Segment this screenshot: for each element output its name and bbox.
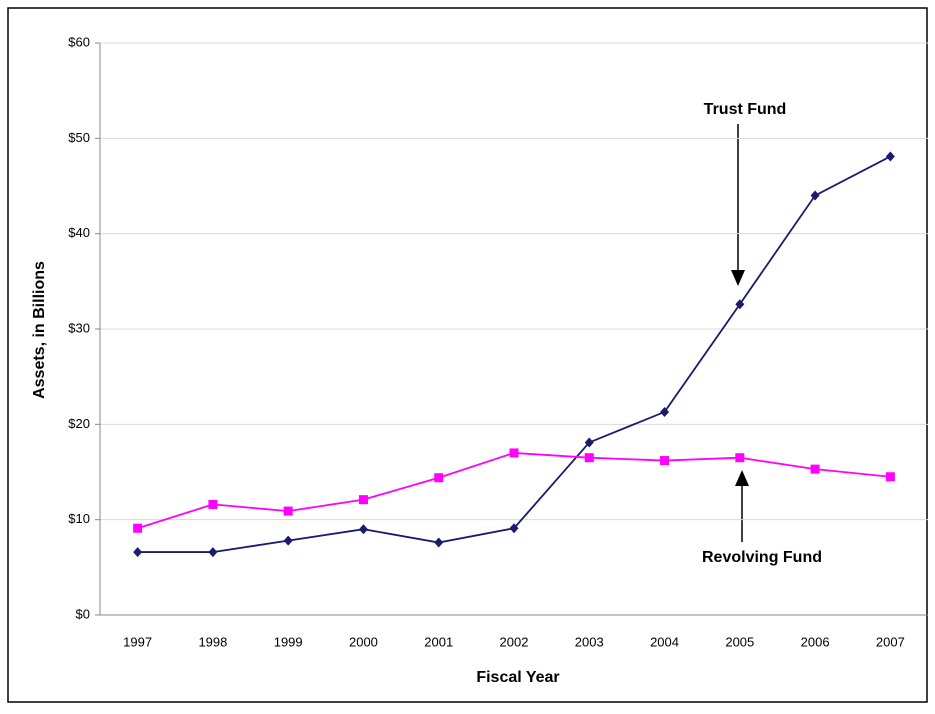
marker	[735, 453, 745, 463]
y-tick-label: $60	[68, 34, 90, 49]
series-line	[137, 155, 891, 553]
x-tick-label: 2004	[650, 634, 679, 649]
arrow-head	[731, 270, 745, 286]
marker	[509, 523, 519, 534]
frame	[7, 7, 928, 703]
arrows	[731, 124, 749, 542]
y-tick-label: $10	[68, 511, 90, 526]
x-tick-label: 1997	[123, 634, 152, 649]
x-tick-label: 2001	[424, 634, 453, 649]
x-tick-label: 1999	[274, 634, 303, 649]
x-tick-label: 2002	[500, 634, 529, 649]
x-tick-label: 2007	[876, 634, 905, 649]
marker	[885, 151, 895, 162]
marker	[358, 495, 368, 505]
marker	[660, 456, 670, 466]
marker	[660, 406, 670, 417]
marker	[208, 499, 218, 509]
x-tick-label: 2000	[349, 634, 378, 649]
y-tick-label: $30	[68, 320, 90, 335]
marker	[283, 535, 293, 546]
series-line	[137, 452, 891, 530]
arrow-head	[735, 470, 749, 486]
marker	[584, 437, 594, 448]
annotation: Trust Fund	[704, 101, 787, 118]
marker	[810, 464, 820, 474]
y-tick-label: $40	[68, 225, 90, 240]
marker	[208, 547, 218, 558]
marker	[885, 472, 895, 482]
marker	[810, 190, 820, 201]
y-tick-label: $0	[76, 606, 90, 621]
marker	[434, 537, 444, 548]
y-tick-label: $50	[68, 130, 90, 145]
marker	[133, 547, 143, 558]
y-tick-label: $20	[68, 416, 90, 431]
x-tick-label: 2003	[575, 634, 604, 649]
marker	[358, 524, 368, 535]
marker	[509, 448, 519, 458]
marker	[584, 453, 594, 463]
annotation: Revolving Fund	[702, 549, 822, 566]
marker	[735, 299, 745, 310]
marker	[133, 523, 143, 533]
x-tick-label: 2005	[725, 634, 754, 649]
marker	[434, 473, 444, 483]
x-tick-label: 2006	[801, 634, 830, 649]
y-axis-label: Assets, in Billions	[31, 261, 48, 399]
x-tick-label: 1998	[198, 634, 227, 649]
x-axis-label: Fiscal Year	[476, 669, 559, 686]
marker	[283, 506, 293, 516]
